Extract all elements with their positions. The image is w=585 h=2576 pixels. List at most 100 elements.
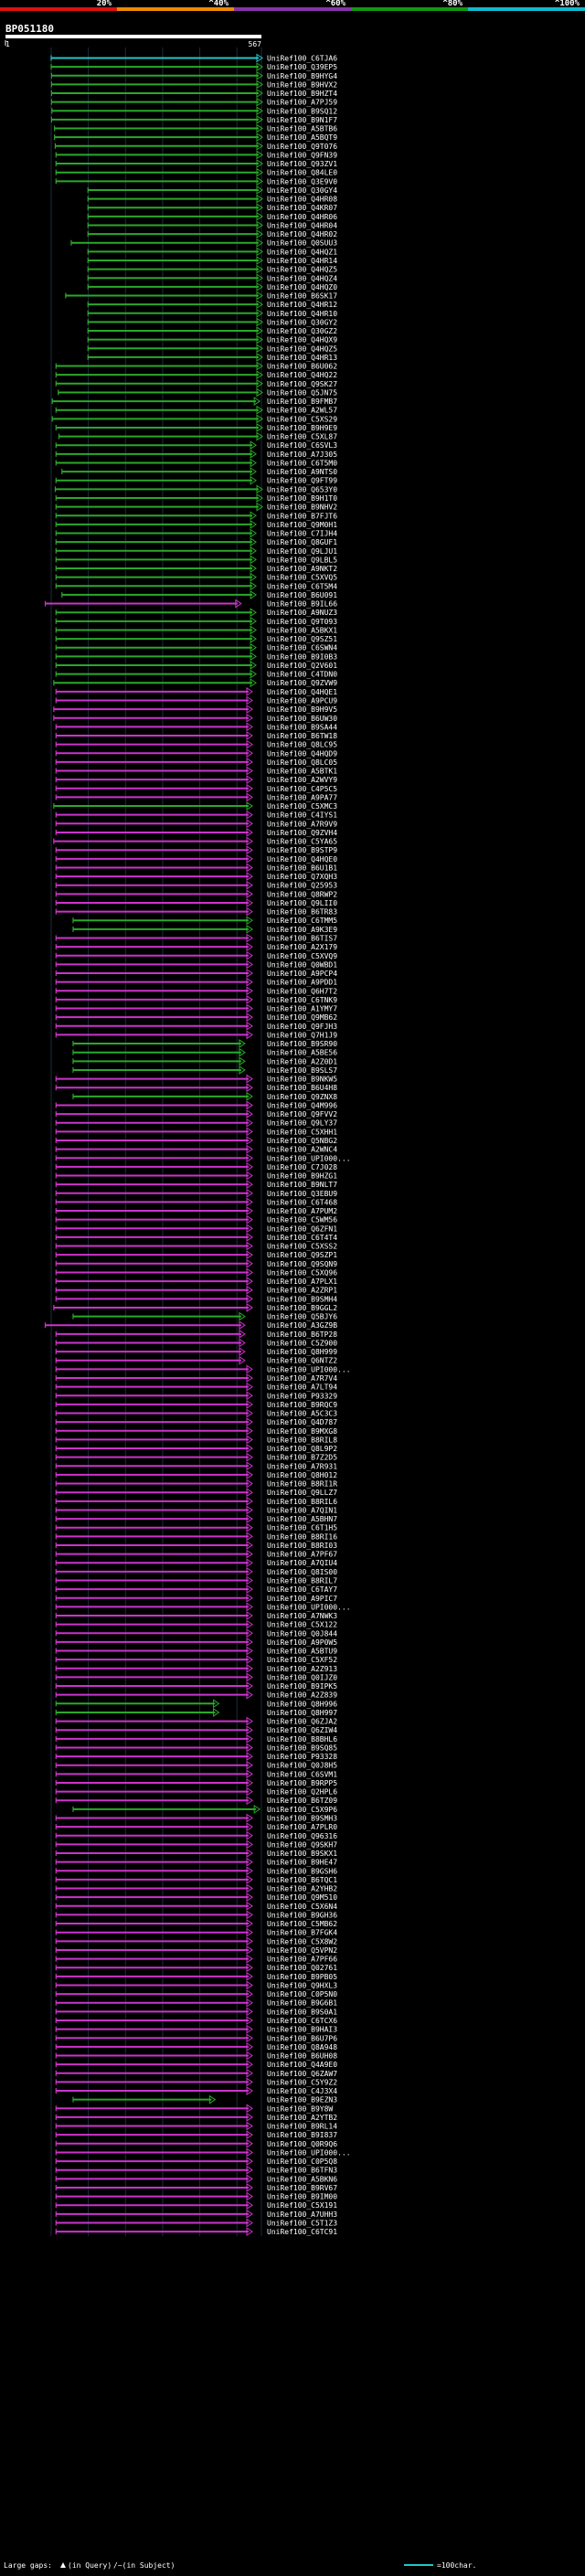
hit-label[interactable]: UniRef100_C6TC91	[267, 2228, 337, 2236]
hit-label[interactable]: UniRef100_Q8H999	[267, 1348, 337, 1356]
hit-label[interactable]: UniRef100_C5XS29	[267, 415, 337, 423]
hit-label[interactable]: UniRef100_Q9LY37	[267, 1119, 337, 1128]
hit-label[interactable]: UniRef100_Q9SQN9	[267, 1260, 337, 1268]
hit-label[interactable]: UniRef100_Q0R9Q6	[267, 2140, 337, 2148]
hit-label[interactable]: UniRef100_Q4HQZ0	[267, 283, 337, 292]
hit-label[interactable]: UniRef100_Q5BJY6	[267, 1313, 337, 1321]
hit-label[interactable]: UniRef100_Q4HR02	[267, 230, 337, 239]
hit-label[interactable]: UniRef100_Q4D787	[267, 1418, 337, 1426]
hit-label[interactable]: UniRef100_B8RIL8	[267, 1436, 337, 1444]
hit-label[interactable]: UniRef100_A9P0W5	[267, 1638, 337, 1647]
hit-label[interactable]: UniRef100_A1YMY7	[267, 1005, 337, 1013]
hit-label[interactable]: UniRef100_B9RPP5	[267, 1779, 337, 1787]
hit-label[interactable]: UniRef100_Q9M510	[267, 1893, 337, 1902]
hit-label[interactable]: UniRef100_B9SMH4	[267, 1295, 337, 1303]
hit-label[interactable]: UniRef100_P93328	[267, 1753, 337, 1761]
hit-label[interactable]: UniRef100_B6TQC1	[267, 1876, 337, 1884]
hit-label[interactable]: UniRef100_B7FGK4	[267, 1929, 337, 1937]
hit-label[interactable]: UniRef100_UPI000...	[267, 1603, 351, 1611]
hit-label[interactable]: UniRef100_B9I0B3	[267, 652, 337, 661]
hit-label[interactable]: UniRef100_B8RI03	[267, 1542, 337, 1550]
hit-label[interactable]: UniRef100_B6U1B1	[267, 864, 337, 872]
hit-label[interactable]: UniRef100_C4TDN0	[267, 671, 337, 679]
hit-label[interactable]: UniRef100_Q93ZV1	[267, 160, 337, 168]
hit-label[interactable]: UniRef100_C6SWN4	[267, 644, 337, 652]
hit-label[interactable]: UniRef100_Q8L9P2	[267, 1445, 337, 1453]
hit-label[interactable]: UniRef100_B9STP9	[267, 846, 337, 854]
hit-label[interactable]: UniRef100_Q0J8H5	[267, 1762, 337, 1770]
hit-label[interactable]: UniRef100_A9PIC7	[267, 1595, 337, 1603]
hit-label[interactable]: UniRef100_UPI000...	[267, 2148, 351, 2157]
hit-label[interactable]: UniRef100_Q4KR07	[267, 204, 337, 212]
hit-label[interactable]: UniRef100_C5X8W2	[267, 1937, 337, 1945]
hit-label[interactable]: UniRef100_Q6ZJA2	[267, 1718, 337, 1726]
hit-label[interactable]: UniRef100_Q4HQ22	[267, 371, 337, 379]
hit-label[interactable]: UniRef100_UPI000...	[267, 1154, 351, 1162]
hit-label[interactable]: UniRef100_C6TNK9	[267, 996, 337, 1004]
hit-label[interactable]: UniRef100_A9PA77	[267, 793, 337, 801]
hit-label[interactable]: UniRef100_Q9HXL3	[267, 1981, 337, 1989]
hit-label[interactable]: UniRef100_B9RL14	[267, 2123, 337, 2131]
hit-label[interactable]: UniRef100_Q30GZ2	[267, 327, 337, 335]
hit-label[interactable]: UniRef100_B6TIS7	[267, 935, 337, 943]
hit-label[interactable]: UniRef100_B9FMB7	[267, 398, 337, 406]
hit-label[interactable]: UniRef100_Q4HQD9	[267, 749, 337, 758]
hit-label[interactable]: UniRef100_C7IJH4	[267, 530, 337, 538]
hit-label[interactable]: UniRef100_B6U062	[267, 363, 337, 371]
hit-label[interactable]: UniRef100_A5BKN6	[267, 2175, 337, 2183]
hit-label[interactable]: UniRef100_A9PDD1	[267, 979, 337, 987]
hit-label[interactable]: UniRef100_A9NUZ3	[267, 609, 337, 617]
hit-label[interactable]: UniRef100_C5T1Z3	[267, 2219, 337, 2227]
hit-label[interactable]: UniRef100_Q4HR14	[267, 257, 337, 265]
hit-label[interactable]: UniRef100_A9NTS0	[267, 468, 337, 476]
hit-label[interactable]: UniRef100_A5BKX1	[267, 626, 337, 634]
hit-label[interactable]: UniRef100_A9PCP4	[267, 970, 337, 978]
hit-label[interactable]: UniRef100_A7R7V4	[267, 1374, 337, 1383]
hit-label[interactable]: UniRef100_Q4HR13	[267, 354, 337, 362]
hit-label[interactable]: UniRef100_B9H9V5	[267, 705, 337, 714]
hit-label[interactable]: UniRef100_Q4HQZ4	[267, 274, 337, 282]
hit-label[interactable]: UniRef100_Q9FVV2	[267, 1110, 337, 1118]
hit-label[interactable]: UniRef100_Q9ZNX8	[267, 1093, 337, 1101]
hit-label[interactable]: UniRef100_A7PLX1	[267, 1277, 337, 1286]
hit-label[interactable]: UniRef100_C6TCX6	[267, 2017, 337, 2025]
hit-label[interactable]: UniRef100_UPI000...	[267, 1365, 351, 1373]
hit-label[interactable]: UniRef100_Q9ZVH4	[267, 829, 337, 837]
hit-label[interactable]: UniRef100_B6TW18	[267, 732, 337, 740]
hit-label[interactable]: UniRef100_B6U091	[267, 591, 337, 599]
hit-label[interactable]: UniRef100_Q8H997	[267, 1709, 337, 1717]
hit-label[interactable]: UniRef100_C4P5C5	[267, 785, 337, 793]
hit-label[interactable]: UniRef100_C5YA65	[267, 838, 337, 846]
hit-label[interactable]: UniRef100_Q9SZP1	[267, 1251, 337, 1259]
hit-label[interactable]: UniRef100_A7J305	[267, 451, 337, 459]
hit-label[interactable]: UniRef100_Q9SKH7	[267, 1840, 337, 1849]
hit-label[interactable]: UniRef100_B9IPK5	[267, 1682, 337, 1691]
hit-label[interactable]: UniRef100_B9Y8W	[267, 2104, 333, 2113]
hit-label[interactable]: UniRef100_Q4HR04	[267, 221, 337, 229]
hit-label[interactable]: UniRef100_Q7H1J9	[267, 1031, 337, 1039]
hit-label[interactable]: UniRef100_B9HZG1	[267, 1172, 337, 1181]
hit-label[interactable]: UniRef100_B9SKX1	[267, 1850, 337, 1858]
hit-label[interactable]: UniRef100_B9N1F7	[267, 116, 337, 124]
hit-label[interactable]: UniRef100_C7J028	[267, 1163, 337, 1171]
hit-label[interactable]: UniRef100_C5XVQ5	[267, 574, 337, 582]
hit-label[interactable]: UniRef100_Q9T093	[267, 618, 337, 626]
hit-label[interactable]: UniRef100_Q39EP5	[267, 63, 337, 71]
hit-label[interactable]: UniRef100_A2WVY9	[267, 776, 337, 784]
hit-label[interactable]: UniRef100_A5BE56	[267, 1049, 337, 1057]
hit-label[interactable]: UniRef100_Q8A948	[267, 2043, 337, 2051]
hit-label[interactable]: UniRef100_B9HE47	[267, 1859, 337, 1867]
hit-label[interactable]: UniRef100_Q8IS00	[267, 1568, 337, 1576]
hit-label[interactable]: UniRef100_B9GH36	[267, 1911, 337, 1919]
hit-label[interactable]: UniRef100_C0P5N0	[267, 1990, 337, 1998]
hit-label[interactable]: UniRef100_Q8LC05	[267, 758, 337, 767]
hit-label[interactable]: UniRef100_B6TP28	[267, 1330, 337, 1339]
hit-label[interactable]: UniRef100_C6TAY7	[267, 1585, 337, 1594]
hit-label[interactable]: UniRef100_Q3EBU9	[267, 1190, 337, 1198]
hit-label[interactable]: UniRef100_B9NHV2	[267, 504, 337, 512]
hit-label[interactable]: UniRef100_B9H9E9	[267, 424, 337, 432]
hit-label[interactable]: UniRef100_Q0J844	[267, 1629, 337, 1638]
hit-label[interactable]: UniRef100_Q5VPN2	[267, 1946, 337, 1955]
hit-label[interactable]: UniRef100_Q7XQH3	[267, 873, 337, 881]
hit-label[interactable]: UniRef100_B7FJT6	[267, 512, 337, 520]
